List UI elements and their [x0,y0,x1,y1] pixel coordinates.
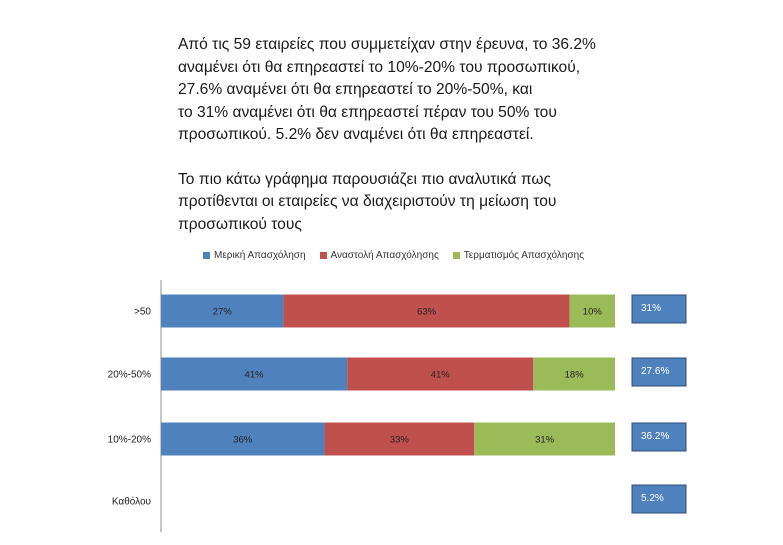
data-label: 33% [390,435,410,446]
chart-legend: Μερική Απασχόληση Αναστολή Απασχόλησης Τ… [203,250,584,261]
intro-line: το 31% αναμένει ότι θα επηρεαστεί πέραν … [178,103,557,121]
share-box [631,357,687,387]
bar-segment [533,357,615,391]
bar-segment [324,422,475,456]
category-label: Καθόλου [112,496,151,508]
intro-text: Από τις 59 εταιρείες που συμμετείχαν στη… [178,34,668,236]
legend-label: Αναστολή Απασχόλησης [330,250,439,261]
intro-paragraph-1: Από τις 59 εταιρείες που συμμετείχαν στη… [178,34,668,147]
category-label: >50 [134,307,151,318]
data-label: 18% [565,370,585,381]
intro-line: προσωπικού. 5.2% δεν αναμένει ότι θα επη… [178,126,534,143]
share-label: 27.6% [641,366,669,377]
legend-label: Μερική Απασχόληση [214,250,306,261]
share-label: 36.2% [641,431,669,442]
intro-line: προτίθενται οι εταιρείες να διαχειριστού… [178,193,557,210]
intro-line: 27.6% αναμένει ότι θα επηρεαστεί το 20%-… [178,81,533,98]
bar-segment [569,294,615,328]
intro-line: Το πιο κάτω γράφημα παρουσιάζει πιο αναλ… [178,170,552,188]
legend-label: Τερματισμός Απασχόλησης [463,250,585,261]
legend-item-partial: Μερική Απασχόληση [203,250,306,261]
bar-segment [347,357,534,391]
share-box [631,294,687,324]
data-label: 10% [583,307,603,318]
intro-line: Από τις 59 εταιρείες που συμμετείχαν στη… [178,36,596,53]
intro-line: αναμένει ότι θα επηρεαστεί το 10%-20% το… [178,58,581,76]
share-box [631,422,687,452]
data-label: 36% [233,435,253,446]
share-label: 5.2% [641,493,664,504]
legend-swatch [319,252,327,259]
legend-swatch [203,252,210,259]
bar-segment [161,294,284,328]
category-label: 10%-20% [108,435,151,446]
share-label: 31% [641,303,661,314]
bar-segment [474,422,615,456]
data-label: 41% [431,370,451,381]
legend-item-suspension: Αναστολή Απασχόλησης [319,250,439,261]
legend-swatch [452,252,460,259]
legend-item-termination: Τερματισμός Απασχόλησης [452,250,585,261]
share-box [631,484,687,514]
bar-segment [161,357,348,391]
data-label: 41% [245,370,265,381]
bar-segment [161,422,325,456]
intro-paragraph-2: Το πιο κάτω γράφημα παρουσιάζει πιο αναλ… [178,169,668,237]
category-label: 20%-50% [108,370,151,381]
data-label: 27% [213,307,233,318]
data-label: 63% [417,307,437,318]
data-label: 31% [535,435,555,446]
bar-segment [283,294,570,328]
intro-line: προσωπικού τους [178,215,302,233]
